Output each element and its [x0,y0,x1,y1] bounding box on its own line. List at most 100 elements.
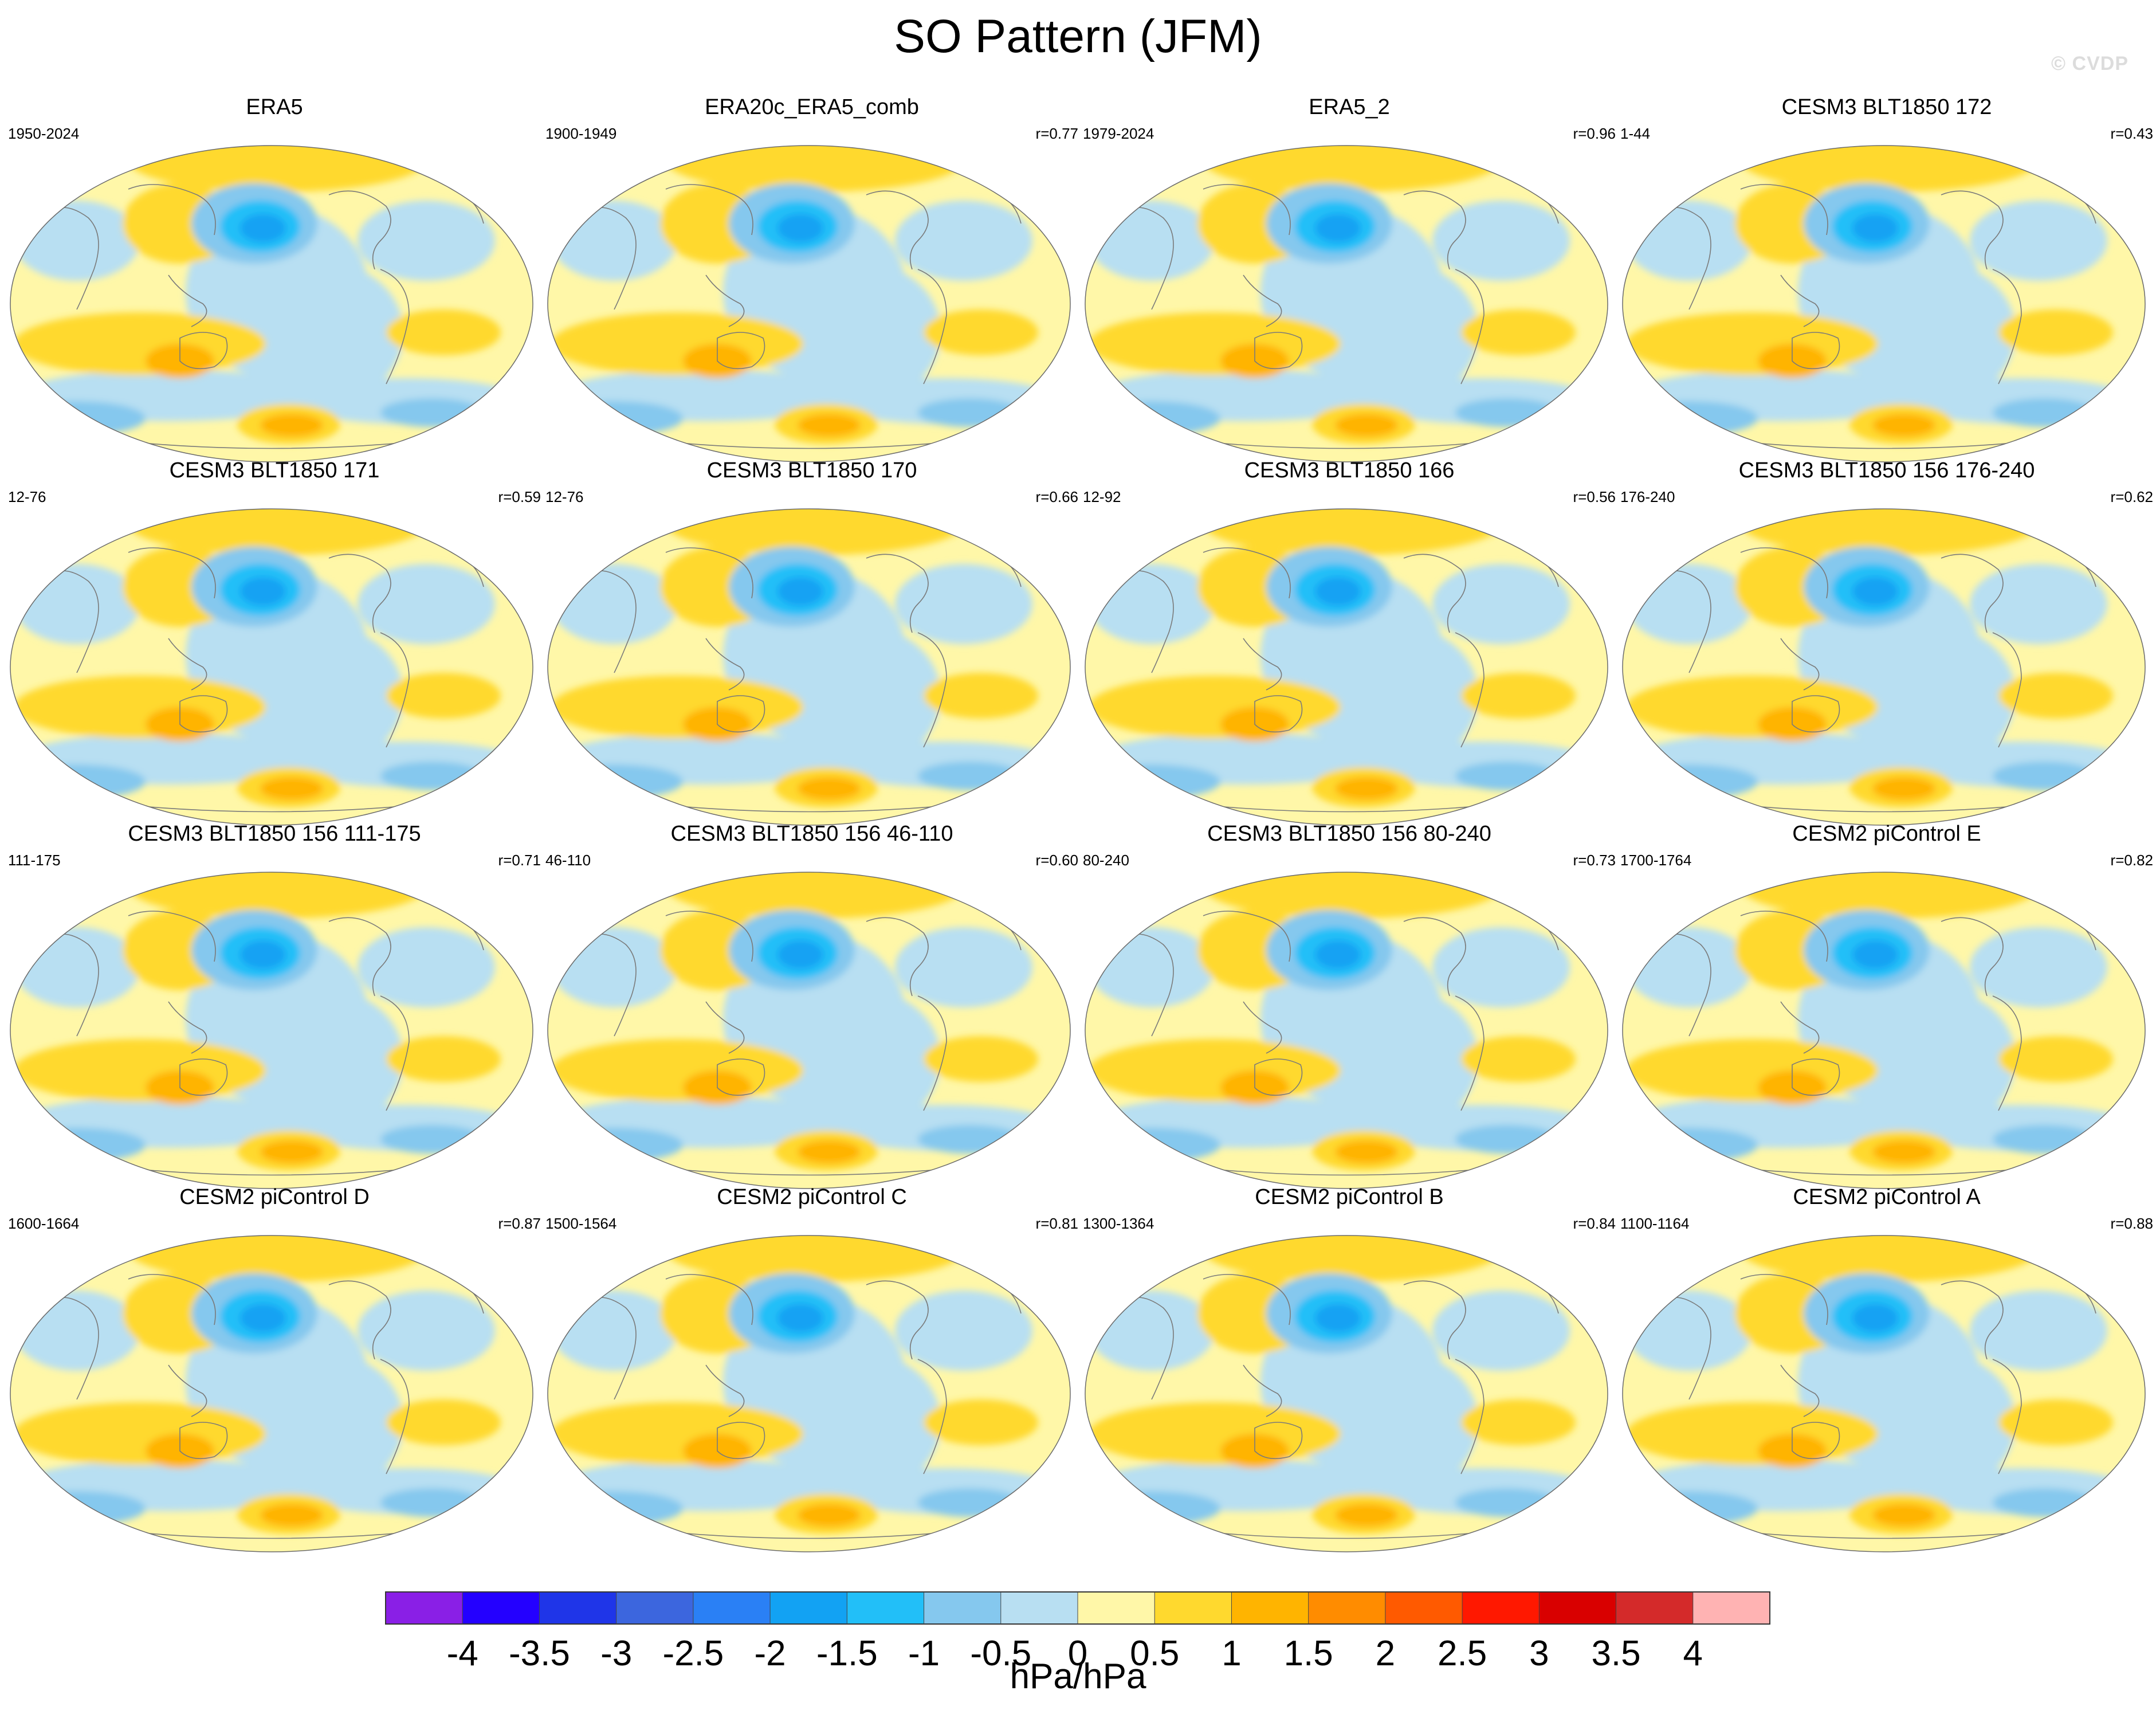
coastline [1780,1364,1820,1417]
coastline [1740,184,1828,236]
panel-correlation: r=0.87 [498,1215,541,1232]
map-svg [547,508,1071,826]
atlantic-negative [1432,927,1570,1007]
coastline [1203,1274,1291,1325]
coastline [1992,269,2022,385]
east-pacific-negative [792,264,941,401]
map-svg [1622,872,2146,1189]
coastline [705,1364,745,1417]
colorbar-swatch [616,1592,694,1624]
aleutian-low-inner [1852,1304,1898,1332]
africa-negative [14,201,140,281]
colorbar-swatch [1616,1592,1694,1624]
africa-negative [551,201,677,281]
coastline [1203,547,1291,599]
coastline [917,1359,947,1474]
coastline [917,632,947,748]
aleutian-low-inner [1852,577,1898,606]
coastline [1660,934,1711,1037]
east-pacific-negative [792,990,941,1128]
map-panel: CESM3 BLT1850 171 12-76 r=0.59 [8,458,541,826]
atlantic-negative [895,564,1032,644]
coastline [1660,570,1711,673]
southern-ocean-band-west [1085,764,1220,799]
coastline [328,554,391,633]
coastline [1740,911,1828,962]
atlantic-negative [358,1291,495,1371]
atlantic-negative [1432,564,1570,644]
south-atlantic-positive [1461,1399,1576,1445]
aleutian-low-inner [1852,940,1898,969]
coastline [168,638,207,691]
africa-negative [1626,1291,1752,1371]
colorbar-swatch [1462,1592,1540,1624]
map-border [1622,508,2146,826]
panel-correlation: r=0.96 [1573,125,1616,142]
coastline [48,207,99,310]
map-border [10,508,533,826]
panel-years: 176-240 [1620,488,1675,505]
panel-correlation: r=0.84 [1573,1215,1616,1232]
coastline [168,1001,207,1054]
south-pacific-high-inner [1872,414,1935,437]
panel-years: 1979-2024 [1083,125,1154,142]
coastline [1734,441,2033,449]
map-panel: ERA5 1950-2024 [8,95,541,463]
southern-ocean-band-west [1623,401,1758,436]
southern-ocean-band-east [1455,762,1558,790]
coastline [585,570,637,673]
coastline [705,1001,745,1054]
australia-band-positive [14,676,266,739]
southern-ocean-band-east [1993,1125,2096,1154]
panel-title: CESM3 BLT1850 166 [1244,458,1455,483]
australia-band-positive [1626,1039,1878,1102]
coastline [1734,1531,2033,1539]
coastline [168,1364,207,1417]
panel-correlation: r=0.62 [2110,488,2153,505]
africa-negative [1089,1291,1215,1371]
east-pacific-negative [254,264,403,401]
southern-ocean-band-west [10,1128,146,1162]
coastline [48,934,99,1037]
east-pacific-negative [254,627,403,764]
map-border [1085,872,1608,1189]
panel-title: CESM3 BLT1850 156 80-240 [1207,822,1491,846]
panel-title: CESM3 BLT1850 170 [706,458,917,483]
australia-band-positive [551,1402,803,1465]
coastline [1740,547,1828,599]
south-pacific-high-inner [260,1140,323,1163]
atlantic-negative [895,927,1032,1007]
atlantic-negative [1970,564,2107,644]
arctic-positive [1203,1236,1501,1282]
southern-ocean-band-west [1085,1128,1220,1162]
panel-title: ERA5_2 [1309,95,1390,119]
coastline [1455,632,1485,748]
panel-correlation: r=0.82 [2110,852,2153,869]
map-border [1622,145,2146,462]
coastline [1243,1001,1282,1054]
coastline [1660,1297,1711,1400]
panel-title: CESM3 BLT1850 156 111-175 [128,822,421,846]
coastline [717,1422,765,1460]
east-pacific-negative [1867,627,2016,764]
colorbar-frame [385,1591,1770,1625]
south-atlantic-positive [386,1036,501,1082]
south-atlantic-positive [924,673,1038,719]
south-pacific-high-inner [798,414,861,437]
atlantic-negative [358,927,495,1007]
panel-correlation: r=0.73 [1573,852,1616,869]
coastline [1992,632,2022,748]
colorbar-swatch [1154,1592,1232,1624]
southern-ocean-band-east [918,1488,1021,1517]
coastline [179,695,228,733]
colorbar-swatch [1539,1592,1617,1624]
atlantic-negative [1970,927,2107,1007]
africa-negative [1626,201,1752,281]
coastline [1403,190,1466,270]
coastline [128,547,216,599]
south-atlantic-positive [1461,1036,1576,1082]
southern-ocean-band-east [1993,762,2096,790]
panel-title: CESM3 BLT1850 172 [1781,95,1992,119]
coastline [659,804,959,813]
coastline [866,190,929,270]
